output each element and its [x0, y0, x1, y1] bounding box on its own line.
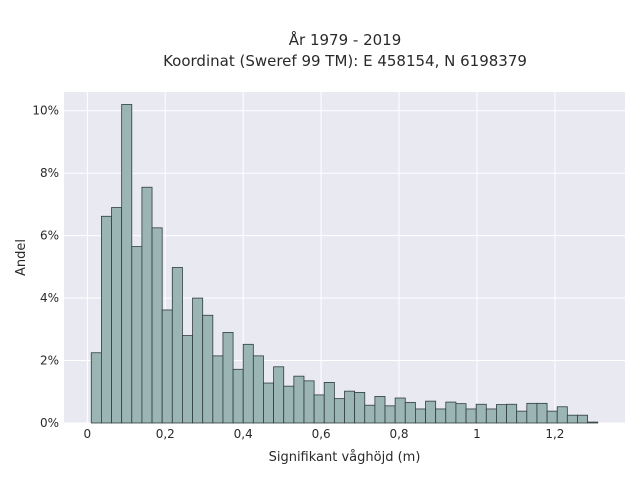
histogram-bar	[101, 215, 112, 424]
histogram-bar	[445, 401, 457, 424]
histogram-bar	[313, 394, 325, 424]
histogram-bar	[425, 400, 437, 424]
histogram-bar	[394, 397, 406, 424]
x-tick-label: 0,4	[234, 427, 253, 441]
histogram-bar	[364, 404, 376, 424]
histogram-bar	[151, 227, 163, 424]
histogram-bar	[283, 385, 295, 424]
chart-title-line-1: År 1979 - 2019	[289, 30, 402, 49]
histogram-bar	[222, 332, 234, 424]
y-tick-label: 8%	[40, 166, 59, 180]
histogram-bar	[141, 186, 153, 424]
x-tick-label: 1	[473, 427, 481, 441]
histogram-bar	[384, 405, 396, 424]
histogram-bar	[516, 410, 528, 424]
x-tick-label: 0,2	[156, 427, 175, 441]
histogram-bar	[435, 408, 447, 424]
histogram-bar	[536, 402, 548, 424]
histogram-bar	[121, 104, 133, 424]
histogram-bar	[182, 335, 193, 424]
histogram-bar	[202, 314, 214, 424]
histogram-bar	[242, 343, 254, 424]
histogram-bar	[496, 404, 507, 424]
y-tick-label: 6%	[40, 229, 59, 243]
histogram-bar	[415, 408, 426, 424]
histogram-bar	[556, 406, 568, 424]
histogram-bar	[273, 366, 285, 424]
histogram-bar	[475, 403, 487, 424]
histogram-bar	[354, 391, 366, 424]
y-tick-label: 0%	[40, 416, 59, 430]
histogram-bar	[161, 309, 173, 424]
histogram-bar	[546, 410, 558, 424]
y-axis-ticks: 0% 2% 4% 6% 8% 10%	[32, 104, 59, 430]
histogram-bar	[344, 390, 356, 424]
x-axis-ticks: 0 0,2 0,4 0,6 0,8 1 1,2	[84, 427, 565, 441]
x-tick-label: 0,8	[389, 427, 408, 441]
histogram-bar	[404, 401, 416, 424]
histogram-bar	[333, 398, 345, 424]
x-tick-label: 0,6	[312, 427, 331, 441]
y-tick-label: 4%	[40, 291, 59, 305]
x-axis-label: Signifikant våghöjd (m)	[269, 450, 421, 465]
histogram-bar	[374, 396, 386, 424]
chart-title-line-2: Koordinat (Sweref 99 TM): E 458154, N 61…	[163, 52, 527, 70]
y-axis-label: Andel	[14, 239, 29, 276]
x-tick-label: 0	[84, 427, 92, 441]
histogram-bar	[485, 408, 497, 424]
histogram-bar	[587, 421, 599, 424]
histogram-bar	[323, 382, 335, 424]
histogram-bar	[111, 207, 123, 424]
histogram-bar	[192, 297, 204, 424]
x-tick-label: 1,2	[545, 427, 564, 441]
histogram-bar	[506, 403, 518, 424]
histogram-bar	[171, 267, 183, 424]
histogram-bar	[303, 380, 315, 424]
histogram-bar	[566, 414, 578, 424]
histogram-bar	[577, 414, 588, 424]
histogram-bar	[131, 246, 143, 424]
histogram-bar	[455, 403, 467, 424]
histogram-bar	[252, 355, 264, 424]
histogram-bar	[526, 402, 538, 424]
histogram-bar	[263, 382, 274, 424]
histogram-bar	[232, 368, 244, 424]
histogram-bars	[90, 104, 599, 424]
histogram-bar	[212, 355, 224, 424]
y-tick-label: 10%	[32, 104, 59, 118]
histogram-bar	[293, 375, 305, 424]
histogram-bar	[465, 408, 477, 424]
histogram-bar	[90, 352, 102, 424]
y-tick-label: 2%	[40, 354, 59, 368]
